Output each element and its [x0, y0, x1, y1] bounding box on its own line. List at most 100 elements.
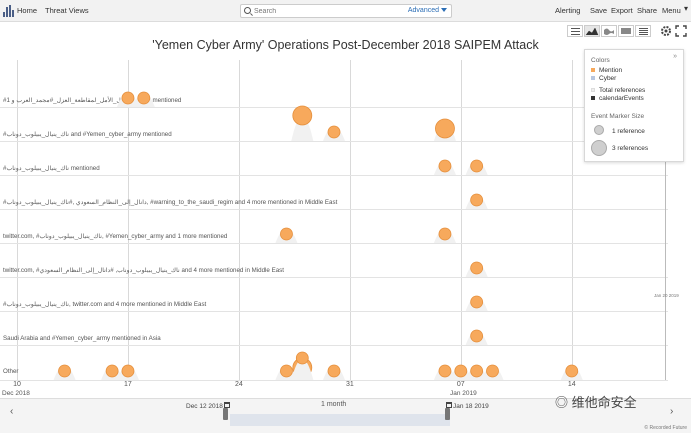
advanced-search-dropdown[interactable]: Advanced	[408, 7, 447, 14]
row-separator	[0, 380, 668, 381]
export-link[interactable]: Export	[611, 6, 633, 15]
legend-cyber[interactable]: Cyber	[591, 75, 616, 82]
event-marker[interactable]	[438, 227, 452, 241]
event-marker[interactable]	[470, 295, 484, 309]
axis-month-dec: Dec 2018	[2, 390, 30, 397]
calendar-end-icon[interactable]	[446, 402, 452, 408]
week-gridline	[17, 60, 18, 380]
marker-size-large-icon	[591, 140, 607, 156]
row-label[interactable]: twitter.com, #ناك_ينيال_يبيلوب_دوناب, #د…	[3, 267, 284, 274]
legend-total-references-label: Total references	[599, 87, 646, 94]
event-marker[interactable]	[327, 364, 341, 378]
legend-mention-label: Mention	[599, 67, 623, 74]
calendar-start-icon[interactable]	[224, 402, 230, 408]
event-marker[interactable]	[58, 364, 71, 378]
marker-size-small-icon	[594, 125, 604, 135]
event-marker[interactable]	[454, 364, 468, 378]
range-start-handle[interactable]	[223, 408, 228, 420]
chevron-down-icon	[441, 8, 447, 13]
timeline-view-icon[interactable]	[584, 25, 600, 37]
legend-calendar-events[interactable]: calendarEvents	[591, 95, 644, 102]
row-separator	[0, 141, 668, 142]
legend-marker-size-title: Event Marker Size	[591, 113, 645, 120]
map-view-icon[interactable]	[601, 25, 617, 37]
cyber-swatch-icon	[591, 76, 595, 81]
event-marker[interactable]	[565, 364, 579, 378]
timeline-chart	[53, 91, 583, 380]
event-marker[interactable]	[486, 364, 499, 378]
event-marker[interactable]	[470, 261, 484, 275]
range-next-icon[interactable]: ›	[670, 406, 674, 417]
event-marker[interactable]	[438, 364, 452, 378]
row-separator	[0, 175, 668, 176]
nav-threat-views-link[interactable]: Threat Views	[45, 6, 89, 15]
search-input[interactable]	[254, 6, 384, 16]
table-view-icon[interactable]	[618, 25, 634, 37]
row-label[interactable]: twitter.com, #ناك_ينيال_يبيلوب_دوناب, #Y…	[3, 233, 228, 240]
row-separator	[0, 243, 668, 244]
legend-total-references[interactable]: Total references	[591, 87, 645, 94]
copyright: © Recorded Future	[644, 425, 687, 431]
row-label[interactable]: #ناك_ينيال_يبيلوب_دوناب and #Yemen_cyber…	[3, 131, 172, 138]
advanced-label: Advanced	[407, 7, 439, 14]
event-marker[interactable]	[280, 364, 293, 378]
alerting-link[interactable]: Alerting	[555, 6, 581, 15]
row-label[interactable]: #ناك_ينيال_يبيلوب_دوناب, twitter.com and…	[3, 301, 207, 308]
menu-link[interactable]: Menu	[662, 6, 681, 15]
event-marker[interactable]	[470, 159, 484, 173]
legend-one-ref: 1 reference	[612, 128, 645, 135]
range-span-label: 1 month	[321, 401, 347, 408]
row-label[interactable]: Saudi Arabia and #Yemen_cyber_army menti…	[3, 335, 161, 342]
legend-calendar-events-label: calendarEvents	[599, 95, 644, 102]
legend-panel: » Colors Mention Cyber Total references …	[584, 49, 684, 162]
row-label[interactable]: #دانال_إلى_النظام_السعودي ,#ناك_ينيال_يب…	[3, 199, 338, 206]
event-marker[interactable]	[280, 227, 293, 241]
total-references-area	[291, 359, 314, 380]
event-marker[interactable]	[121, 364, 135, 378]
event-marker[interactable]	[121, 91, 135, 105]
legend-mention[interactable]: Mention	[591, 67, 622, 74]
event-marker[interactable]	[292, 105, 313, 126]
row-label[interactable]: #ناك_ينيال_يبيلوب_دوناب mentioned	[3, 165, 100, 172]
share-link[interactable]: Share	[637, 6, 658, 15]
list-view-icon[interactable]	[567, 25, 583, 37]
range-start-date: Dec 12 2018	[186, 403, 223, 410]
week-gridline	[238, 60, 240, 380]
menu-chevron-icon[interactable]: ▾	[684, 4, 689, 13]
event-marker[interactable]	[470, 329, 484, 343]
event-marker[interactable]	[105, 364, 119, 378]
save-link[interactable]: Save	[590, 6, 608, 15]
week-gridline	[127, 60, 129, 380]
gear-icon[interactable]	[660, 24, 672, 36]
range-mini-series	[230, 414, 450, 426]
legend-three-ref: 3 references	[612, 145, 649, 152]
search-icon	[244, 7, 251, 14]
range-end-date: Jan 18 2019	[453, 403, 489, 410]
event-marker[interactable]	[470, 193, 484, 207]
row-separator	[0, 311, 668, 312]
search-box: Advanced	[240, 4, 452, 18]
event-marker[interactable]	[470, 364, 484, 378]
row-label[interactable]: Other	[3, 368, 19, 375]
event-marker[interactable]	[327, 125, 341, 139]
row-separator	[0, 107, 668, 108]
legend-colors-title: Colors	[591, 57, 610, 64]
today-marker-line	[665, 60, 666, 380]
mention-swatch-icon	[591, 68, 595, 73]
detail-view-icon[interactable]	[635, 25, 651, 37]
row-label[interactable]: #الماتدل_الأمل_لمقاطعة_العزل_#مجمد_العرب…	[3, 97, 182, 104]
axis-tick-label: 14	[567, 381, 576, 388]
nav-home-link[interactable]: Home	[17, 6, 38, 15]
event-marker[interactable]	[435, 118, 455, 139]
legend-collapse-icon[interactable]: »	[673, 53, 677, 60]
event-marker[interactable]	[137, 91, 151, 105]
fullscreen-icon[interactable]	[675, 24, 687, 37]
recorded-future-logo-icon[interactable]	[3, 5, 15, 17]
range-end-handle[interactable]	[445, 408, 450, 420]
axis-tick-label: 31	[345, 381, 354, 388]
axis-tick-label: 07	[456, 381, 465, 388]
row-separator	[0, 345, 668, 346]
event-marker[interactable]	[438, 159, 452, 173]
range-prev-icon[interactable]: ‹	[10, 406, 14, 417]
event-marker[interactable]	[295, 351, 309, 365]
